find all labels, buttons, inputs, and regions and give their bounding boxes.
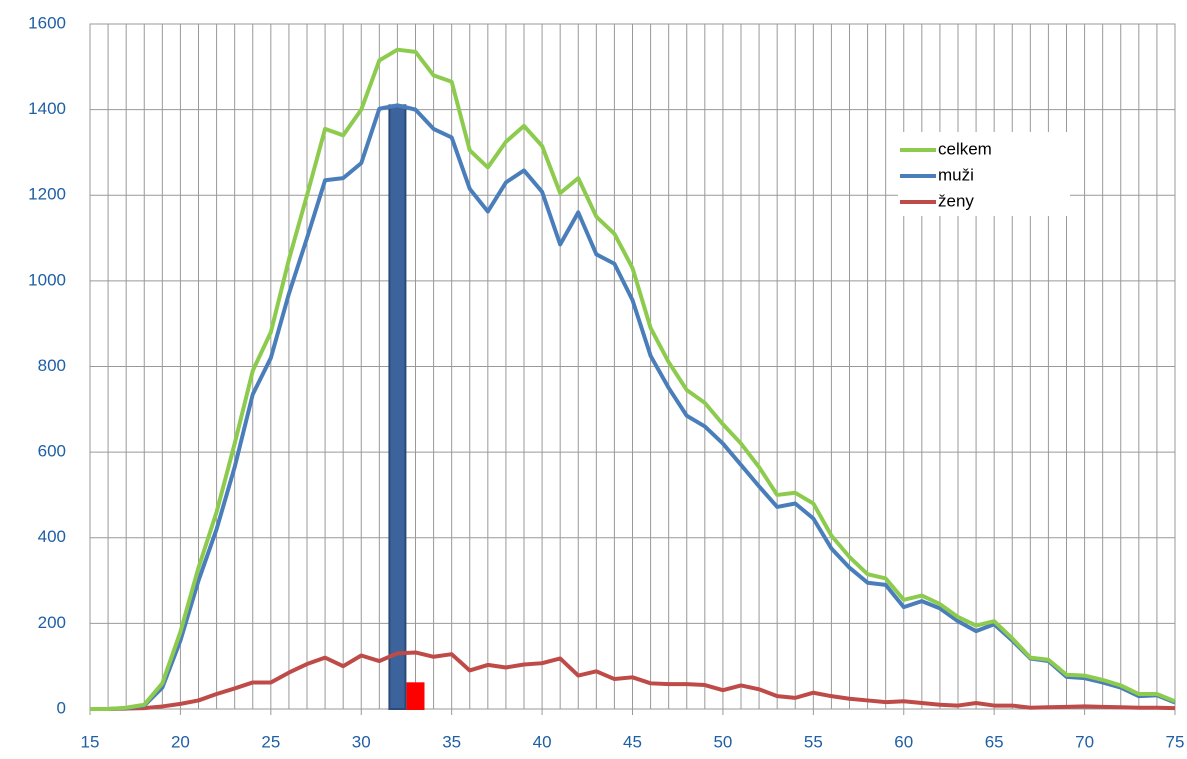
x-tick-label: 55 [804, 732, 823, 751]
legend-label: ženy [938, 191, 974, 210]
x-tick-label: 60 [894, 732, 913, 751]
y-tick-label: 600 [38, 442, 66, 461]
x-tick-label: 15 [81, 732, 100, 751]
line [90, 650, 1176, 711]
legend-label: muži [938, 165, 974, 184]
y-tick-label: 400 [38, 527, 66, 546]
y-tick-label: 0 [57, 698, 66, 717]
x-tick-label: 65 [985, 732, 1004, 751]
line [90, 103, 1176, 711]
y-tick-label: 1400 [28, 99, 66, 118]
x-tick-label: 30 [352, 732, 371, 751]
x-tick-label: 35 [442, 732, 461, 751]
x-tick-label: 70 [1075, 732, 1094, 751]
y-tick-label: 1000 [28, 270, 66, 289]
x-tick-label: 75 [1166, 732, 1185, 751]
x-tick-label: 40 [533, 732, 552, 751]
bar [406, 682, 425, 710]
x-tick-label: 25 [261, 732, 280, 751]
y-tick-label: 1200 [28, 185, 66, 204]
x-tick-label: 50 [713, 732, 732, 751]
y-tick-label: 800 [38, 356, 66, 375]
legend-label: celkem [938, 139, 992, 158]
line [90, 47, 1176, 711]
y-tick-label: 200 [38, 613, 66, 632]
x-tick-label: 20 [171, 732, 190, 751]
x-tick-label: 45 [623, 732, 642, 751]
y-tick-label: 1600 [28, 13, 66, 32]
bar [388, 104, 407, 710]
